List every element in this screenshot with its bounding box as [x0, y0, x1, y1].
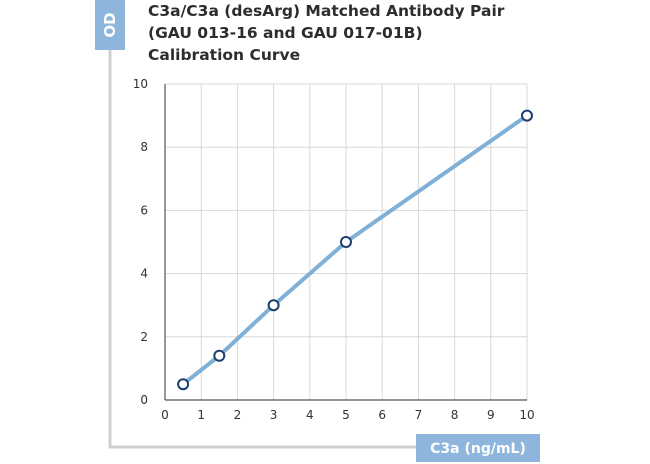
data-point-0-3	[340, 236, 352, 248]
x-tick-label-9: 9	[487, 408, 495, 422]
chart-title-line-1: C3a/C3a (desArg) Matched Antibody Pair	[148, 2, 505, 20]
x-tick-label-10: 10	[519, 408, 534, 422]
y-tick-label-2: 2	[140, 330, 148, 344]
series	[177, 109, 533, 391]
tick-labels: 0 1 2 3 4 5 6 7 8 9 10 0 2 4 6 8 10	[133, 77, 535, 422]
frame-line	[108, 50, 416, 449]
x-tick-label-0: 0	[161, 408, 169, 422]
x-axis-label: C3a (ng/mL)	[430, 441, 526, 457]
x-tick-label-6: 6	[378, 408, 386, 422]
y-tick-label-10: 10	[133, 77, 148, 91]
y-tick-label-0: 0	[140, 393, 148, 407]
grid	[165, 83, 528, 400]
y-tick-label-8: 8	[140, 140, 148, 154]
x-tick-label-1: 1	[197, 408, 205, 422]
chart-title-line-2: (GAU 013-16 and GAU 017-01B)	[148, 24, 423, 42]
x-tick-label-2: 2	[234, 408, 242, 422]
axes	[164, 84, 527, 401]
data-point-0-0	[177, 378, 190, 391]
x-axis-label-box: C3a (ng/mL)	[416, 434, 540, 462]
data-point-0-2	[267, 299, 280, 312]
series-line-0	[181, 113, 529, 387]
chart-title-line-3: Calibration Curve	[148, 46, 301, 64]
x-tick-label-3: 3	[270, 408, 278, 422]
y-axis-label-box: OD	[95, 0, 125, 50]
y-axis-label-background	[95, 0, 125, 50]
chart-title: C3a/C3a (desArg) Matched Antibody Pair (…	[148, 0, 568, 66]
data-point-0-4	[521, 109, 533, 122]
chart-frame	[108, 50, 416, 449]
x-tick-label-8: 8	[451, 408, 459, 422]
x-tick-label-5: 5	[342, 408, 350, 422]
data-point-0-1	[213, 349, 226, 362]
x-tick-label-4: 4	[306, 408, 314, 422]
y-tick-label-4: 4	[140, 267, 148, 281]
y-tick-label-6: 6	[140, 203, 148, 217]
x-tick-label-7: 7	[415, 408, 423, 422]
x-axis-label-background	[416, 434, 540, 462]
y-axis-label: OD	[101, 12, 119, 37]
